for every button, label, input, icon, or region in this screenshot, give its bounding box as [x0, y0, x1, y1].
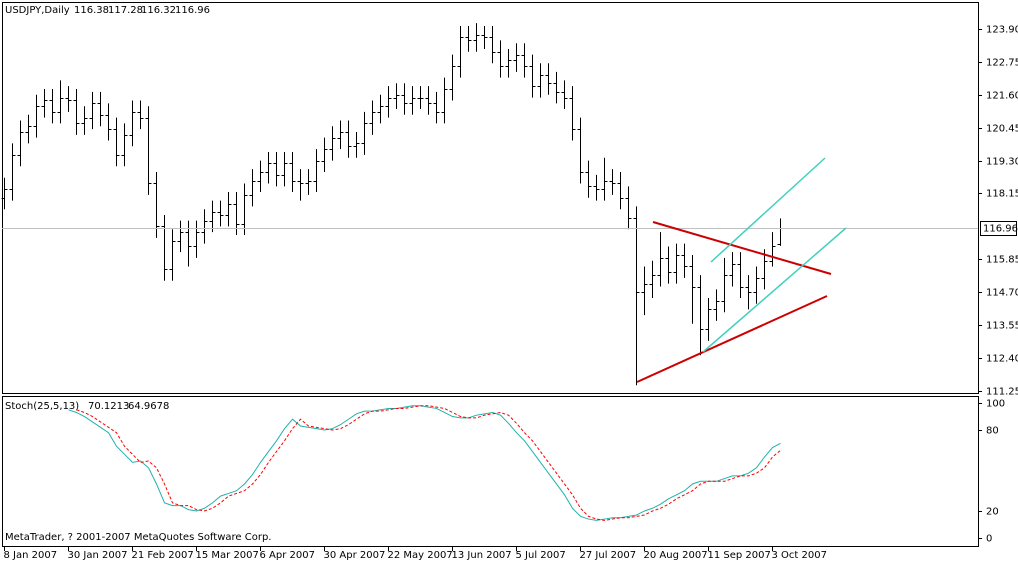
x-tick-label: 6 Apr 2007 — [260, 550, 315, 561]
y-tick-label: 113.55 — [986, 321, 1018, 332]
x-tick-label: 22 May 2007 — [388, 550, 453, 561]
x-tick-label: 30 Jan 2007 — [68, 550, 128, 561]
stoch-signal-value: 64.9678 — [128, 401, 169, 412]
copyright: MetaTrader, ? 2001-2007 MetaQuotes Softw… — [5, 532, 271, 543]
last-low: 116.32 — [141, 5, 176, 16]
current-price-label: 116.96 — [983, 224, 1018, 235]
y-tick-label: 122.75 — [986, 58, 1018, 69]
y-tick-label: 119.30 — [986, 157, 1018, 168]
y-tick-label: 111.25 — [986, 387, 1018, 398]
y-tick-label: 20 — [986, 507, 999, 518]
trend-line — [636, 295, 828, 383]
x-tick-label: 30 Apr 2007 — [324, 550, 386, 561]
trend-line — [652, 221, 832, 275]
last-high: 117.28 — [108, 5, 143, 16]
x-tick-label: 13 Jun 2007 — [452, 550, 512, 561]
y-tick-label: 121.60 — [986, 91, 1018, 102]
stoch-panel-frame — [2, 396, 979, 547]
current-price-box — [980, 221, 1017, 236]
y-tick-label: 118.15 — [986, 189, 1018, 200]
x-tick-label: 3 Oct 2007 — [772, 550, 827, 561]
stoch-line — [68, 405, 781, 521]
y-tick-label: 0 — [986, 534, 992, 545]
x-tick-label: 15 Mar 2007 — [196, 550, 259, 561]
last-close: 116.96 — [175, 5, 210, 16]
x-tick-label: 8 Jan 2007 — [4, 550, 58, 561]
x-tick-label: 5 Jul 2007 — [516, 550, 566, 561]
y-tick-label: 120.45 — [986, 124, 1018, 135]
marks — [1, 23, 978, 521]
x-tick-label: 20 Aug 2007 — [644, 550, 708, 561]
x-tick-label: 11 Sep 2007 — [708, 550, 771, 561]
symbol: USDJPY,Daily — [5, 5, 70, 16]
header-bg — [3, 3, 203, 17]
stoch-title: Stoch(25,5,13) — [5, 401, 79, 412]
y-tick-label: 100 — [986, 399, 1005, 410]
channel-line — [710, 157, 826, 263]
y-tick-label: 123.90 — [986, 25, 1018, 36]
y-tick-label: 115.85 — [986, 255, 1018, 266]
y-tick-label: 80 — [986, 426, 999, 437]
channel-line — [702, 227, 847, 353]
y-tick-label: 114.70 — [986, 288, 1018, 299]
x-tick-label: 21 Feb 2007 — [132, 550, 194, 561]
last-open: 116.38 — [74, 5, 109, 16]
stoch-main-value: 70.1213 — [88, 401, 129, 412]
y-tick-label: 112.40 — [986, 354, 1018, 365]
x-tick-label: 27 Jul 2007 — [580, 550, 637, 561]
